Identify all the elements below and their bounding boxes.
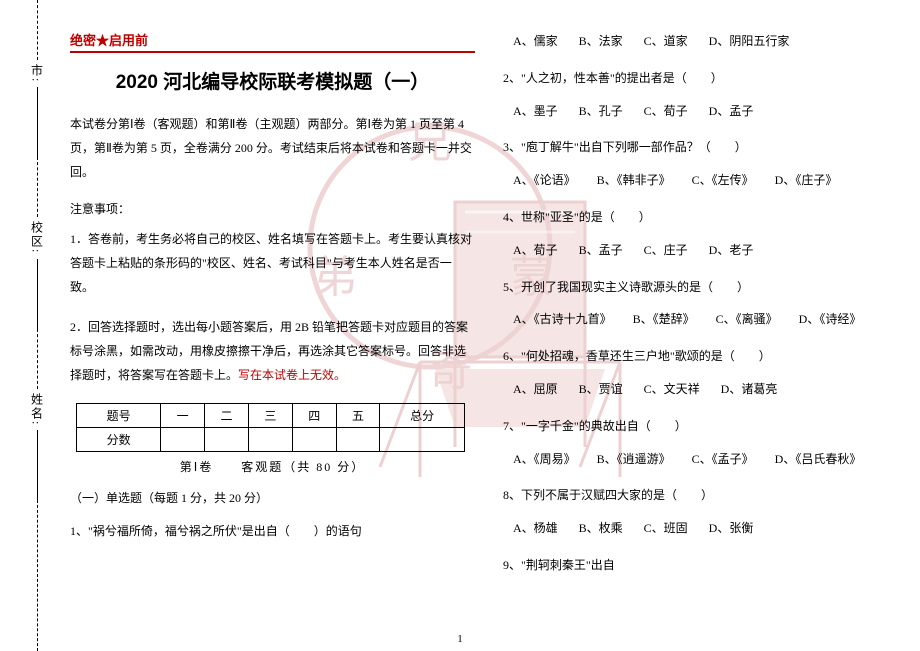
notice-2-warning: 写在本试卷上无效。 <box>238 368 346 382</box>
page-content: 绝密★启用前 2020 河北编导校际联考模拟题（一） 本试卷分第Ⅰ卷（客观题）和… <box>70 30 900 631</box>
opt: D、诸葛亮 <box>721 382 778 396</box>
opt: A、《论语》 <box>513 173 576 187</box>
opt: A、《周易》 <box>513 452 576 466</box>
cell <box>161 428 205 452</box>
opt: A、儒家 <box>513 34 558 48</box>
opt: D、孟子 <box>709 104 754 118</box>
opt: D、《诗经》 <box>799 312 862 326</box>
th: 二 <box>205 404 249 428</box>
question-4: 4、世称"亚圣"的是（ ） <box>503 206 900 229</box>
opt: C、庄子 <box>644 243 688 257</box>
right-column: A、儒家 B、法家 C、道家 D、阴阳五行家 2、"人之初，性本善"的提出者是（… <box>503 30 900 631</box>
binding-strip: 市: 校区: 姓名: <box>12 0 62 651</box>
question-5: 5、开创了我国现实主义诗歌源头的是（ ） <box>503 276 900 299</box>
notice-heading: 注意事项： <box>70 200 475 217</box>
q8-options: A、杨雄 B、枚乘 C、班固 D、张衡 <box>513 517 900 540</box>
underline <box>37 430 38 500</box>
opt: C、班固 <box>644 521 688 535</box>
intro-paragraph: 本试卷分第Ⅰ卷（客观题）和第Ⅱ卷（主观题）两部分。第Ⅰ卷为第 1 页至第 4 页… <box>70 112 475 184</box>
th: 题号 <box>77 404 161 428</box>
opt: C、《离骚》 <box>716 312 778 326</box>
opt: B、孔子 <box>579 104 623 118</box>
question-7: 7、"一字千金"的典故出自（ ） <box>503 415 900 438</box>
score-table: 题号 一 二 三 四 五 总分 分数 <box>76 403 465 452</box>
opt: C、荀子 <box>644 104 688 118</box>
subsection-label: （一）单选题（每题 1 分，共 20 分） <box>70 489 475 506</box>
question-2: 2、"人之初，性本善"的提出者是（ ） <box>503 67 900 90</box>
row-label: 分数 <box>77 428 161 452</box>
q5-options: A、《古诗十九首》 B、《楚辞》 C、《离骚》 D、《诗经》 <box>513 308 900 331</box>
opt: D、老子 <box>709 243 754 257</box>
cell <box>205 428 249 452</box>
question-1: 1、"祸兮福所倚，福兮祸之所伏"是出自（ ）的语句 <box>70 520 475 543</box>
page-number: 1 <box>457 633 463 645</box>
opt: D、《吕氏春秋》 <box>775 452 862 466</box>
opt: B、《楚辞》 <box>633 312 695 326</box>
cell <box>292 428 336 452</box>
q1-options: A、儒家 B、法家 C、道家 D、阴阳五行家 <box>513 30 900 53</box>
opt: B、孟子 <box>579 243 623 257</box>
table-row: 分数 <box>77 428 465 452</box>
q7-options: A、《周易》 B、《逍遥游》 C、《孟子》 D、《吕氏春秋》 <box>513 448 900 471</box>
cell <box>248 428 292 452</box>
opt: C、《左传》 <box>692 173 754 187</box>
question-6: 6、"何处招魂，香草还生三户地"歌颂的是（ ） <box>503 345 900 368</box>
opt: A、荀子 <box>513 243 558 257</box>
opt: D、阴阳五行家 <box>709 34 790 48</box>
question-3: 3、"庖丁解牛"出自下列哪一部作品？（ ） <box>503 136 900 159</box>
opt: D、《庄子》 <box>775 173 838 187</box>
opt: B、《韩非子》 <box>597 173 671 187</box>
opt: D、张衡 <box>709 521 754 535</box>
dash-seg <box>37 329 38 389</box>
notice-item-1: 1．答卷前，考生务必将自己的校区、姓名填写在答题卡上。考生要认真核对答题卡上粘贴… <box>70 227 475 299</box>
th: 三 <box>248 404 292 428</box>
q2-options: A、墨子 B、孔子 C、荀子 D、孟子 <box>513 100 900 123</box>
th: 一 <box>161 404 205 428</box>
q3-options: A、《论语》 B、《韩非子》 C、《左传》 D、《庄子》 <box>513 169 900 192</box>
opt: A、杨雄 <box>513 521 558 535</box>
opt: C、《孟子》 <box>692 452 754 466</box>
opt: A、《古诗十九首》 <box>513 312 612 326</box>
exam-title: 2020 河北编导校际联考模拟题（一） <box>70 67 475 94</box>
th: 五 <box>336 404 380 428</box>
q4-options: A、荀子 B、孟子 C、庄子 D、老子 <box>513 239 900 262</box>
cell <box>380 428 464 452</box>
opt: B、《逍遥游》 <box>597 452 671 466</box>
q6-options: A、屈原 B、贾谊 C、文天祥 D、诸葛亮 <box>513 378 900 401</box>
opt: B、法家 <box>579 34 623 48</box>
opt: A、墨子 <box>513 104 558 118</box>
question-9: 9、"荆轲刺秦王"出自 <box>503 554 900 577</box>
confidential-label: 绝密★启用前 <box>70 30 475 53</box>
opt: A、屈原 <box>513 382 558 396</box>
underline <box>37 87 38 157</box>
notice-item-2: 2．回答选择题时，选出每小题答案后，用 2B 铅笔把答题卡对应题目的答案标号涂黑… <box>70 315 475 387</box>
side-label-name: 姓名: <box>29 389 46 430</box>
side-label-district: 校区: <box>29 217 46 258</box>
dash-seg <box>37 157 38 217</box>
opt: C、道家 <box>644 34 688 48</box>
dash-seg <box>37 500 38 651</box>
section-1-label: 第Ⅰ卷 客观题（共 80 分） <box>70 458 475 475</box>
opt: C、文天祥 <box>644 382 700 396</box>
opt: B、枚乘 <box>579 521 623 535</box>
dash-seg <box>37 0 38 60</box>
side-label-city: 市: <box>29 60 46 87</box>
th: 四 <box>292 404 336 428</box>
left-column: 绝密★启用前 2020 河北编导校际联考模拟题（一） 本试卷分第Ⅰ卷（客观题）和… <box>70 30 475 631</box>
table-row: 题号 一 二 三 四 五 总分 <box>77 404 465 428</box>
question-8: 8、下列不属于汉赋四大家的是（ ） <box>503 484 900 507</box>
th: 总分 <box>380 404 464 428</box>
opt: B、贾谊 <box>579 382 623 396</box>
cell <box>336 428 380 452</box>
underline <box>37 259 38 329</box>
